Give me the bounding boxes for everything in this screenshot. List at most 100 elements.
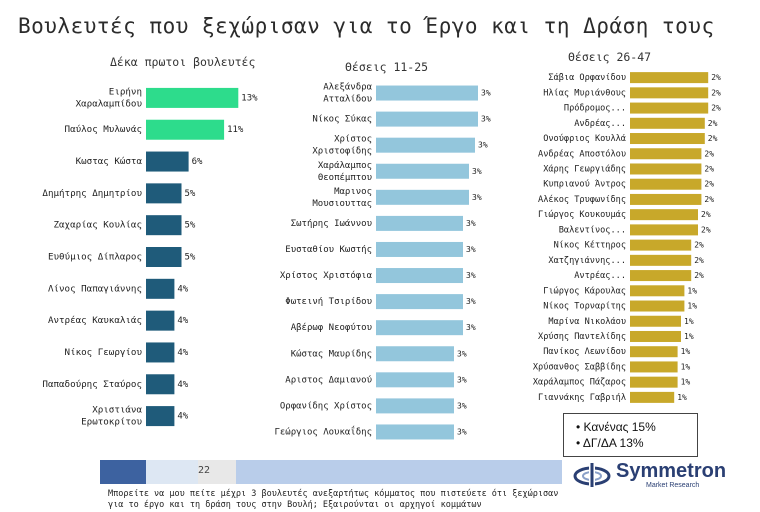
bar: [376, 241, 463, 257]
category-label: Χατζηγιάννης...: [548, 256, 626, 266]
bar: [146, 183, 182, 204]
category-label: Φωτεινή Τσιρίδου: [285, 297, 372, 307]
bar: [376, 189, 469, 205]
category-label: Νίκος Κέττηρος: [554, 241, 626, 251]
bar: [630, 148, 702, 160]
data-label: 5%: [185, 253, 196, 263]
bar: [376, 372, 454, 388]
category-label: Γεώργιος Λουκαΐδης: [274, 425, 372, 437]
category-label: Ανδρέας...: [574, 119, 626, 129]
category-label: Χαράλαμπος Πάζαρος: [533, 378, 626, 388]
footer-bar-mid: [198, 460, 236, 484]
data-label: 1%: [687, 302, 697, 311]
bar: [146, 215, 182, 236]
category-label: Χαράλαμπος: [318, 161, 372, 171]
bar: [630, 254, 692, 266]
bar: [630, 270, 692, 282]
bar: [630, 163, 702, 175]
data-label: 3%: [472, 193, 482, 202]
category-label: Πανίκος Λεωνίδου: [543, 347, 626, 357]
data-label: 2%: [701, 225, 711, 234]
category-label: Κώστας Μαυρίδης: [291, 348, 372, 359]
bar: [630, 178, 702, 190]
panel-2-title: Θέσεις 11-25: [345, 60, 429, 74]
data-label: 3%: [472, 167, 482, 176]
category-label: Αλεξάνδρα: [323, 83, 372, 93]
data-label: 4%: [177, 380, 188, 390]
bar: [630, 224, 698, 236]
data-label: 3%: [466, 219, 476, 228]
bar: [146, 310, 175, 331]
category-label: Αριστος Δαμιανού: [285, 375, 372, 385]
bar: [376, 215, 463, 231]
data-label: 6%: [192, 157, 203, 167]
data-label: 4%: [177, 284, 188, 294]
data-label: 4%: [177, 348, 188, 358]
data-label: 1%: [681, 347, 691, 356]
legend-none-label: Κανένας 15%: [583, 420, 656, 434]
footer-bar: [100, 460, 562, 484]
category-label: Αβέρωφ Νεοφύτου: [291, 323, 372, 333]
data-label: 1%: [687, 286, 697, 295]
data-label: 2%: [708, 119, 718, 128]
data-label: 11%: [227, 125, 244, 135]
category-label: Κωστας Κώστα: [76, 156, 143, 167]
bar: [376, 163, 469, 179]
data-label: 1%: [681, 362, 691, 371]
bar: [376, 320, 463, 336]
bar: [630, 87, 709, 99]
category-label: Χρύσανθος Σαββίδης: [533, 362, 626, 372]
data-label: 2%: [694, 271, 704, 280]
data-label: 3%: [466, 245, 476, 254]
data-label: 1%: [677, 393, 687, 402]
bar: [376, 424, 454, 440]
legend-dkna-label: ΔΓ/ΔΑ 13%: [582, 436, 644, 450]
category-label: Χάρης Γεωργιάδης: [543, 164, 626, 174]
bar: [630, 315, 681, 327]
data-label: 2%: [704, 164, 714, 173]
data-label: 1%: [684, 332, 694, 341]
bar: [376, 398, 454, 414]
bar: [376, 111, 478, 127]
data-label: 1%: [681, 378, 691, 387]
bar: [376, 346, 454, 362]
panel-3-title: Θέσεις 26-47: [568, 50, 652, 64]
category-label: Πρόδρομος...: [564, 103, 626, 114]
data-label: 2%: [701, 210, 711, 219]
data-label: 3%: [466, 271, 476, 280]
category-label: Χριστιάνα: [92, 405, 142, 416]
category-label: Γιώργος Κουκουμάς: [538, 209, 626, 220]
bar: [146, 342, 175, 363]
category-label: Ανδρέας Αποστόλου: [538, 148, 626, 159]
legend-none: • Κανένας 15%: [576, 420, 656, 434]
data-label: 3%: [457, 427, 467, 436]
panel-1-title: Δέκα πρωτοι βουλευτές: [110, 55, 256, 69]
legend-dkna: • ΔΓ/ΔΑ 13%: [576, 436, 644, 450]
category-label: Γιώργος Κάρουλας: [543, 285, 626, 296]
data-label: 2%: [694, 256, 704, 265]
data-label: 3%: [457, 401, 467, 410]
category-label: Παπαδούρης Σταύρος: [42, 379, 142, 390]
data-label: 3%: [481, 115, 491, 124]
bar: [630, 72, 709, 84]
category-label: Ορφανίδης Χρίστος: [280, 401, 372, 411]
footer-bar-dark: [100, 460, 146, 484]
category-label: Γιαννάκης Γαβριήλ: [538, 393, 626, 403]
category-label: Νίκος Γεωργίου: [65, 347, 143, 358]
bar: [630, 102, 709, 114]
logo-name: Symmetron: [616, 460, 727, 482]
bar: [376, 85, 478, 101]
company-logo: Symmetron Market Research: [572, 458, 726, 492]
data-label: 3%: [466, 323, 476, 332]
bullet-icon: •: [576, 436, 581, 450]
data-label: 3%: [457, 375, 467, 384]
bar: [630, 193, 702, 205]
data-label: 2%: [704, 195, 714, 204]
logo-sub: Market Research: [646, 482, 700, 489]
data-label: 1%: [684, 317, 694, 326]
category-label: Δημήτρης Δημητρίου: [42, 188, 142, 199]
bar: [146, 87, 239, 108]
bar: [630, 330, 681, 342]
bar: [146, 247, 182, 267]
category-label: Ηλίας Μυριάνθους: [543, 88, 626, 98]
